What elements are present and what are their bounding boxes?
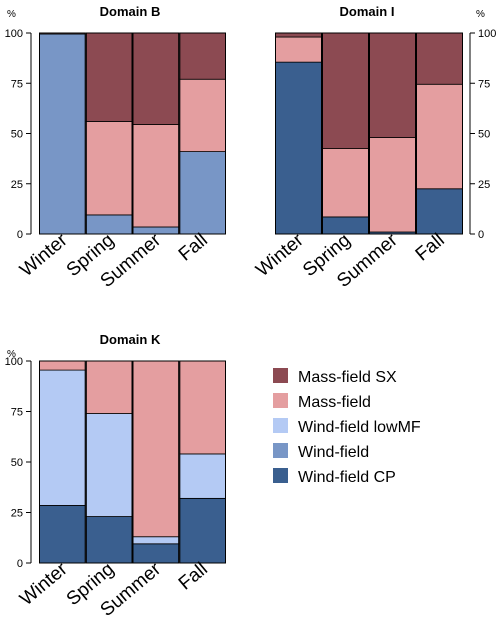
y-tick-label: 25: [478, 179, 490, 191]
unit-label: %: [476, 9, 485, 20]
bar-segment-domain-b-winter-wind-field: [39, 33, 86, 235]
bar-segment-domain-b-fall-mass-field: [179, 78, 226, 152]
bar-segment-domain-i-winter-mass-field-sx: [275, 32, 322, 38]
bar-segment-domain-k-summer-wind-field-lowmf: [132, 536, 180, 545]
y-tick-label: 50: [11, 457, 23, 469]
y-tick-label: 50: [478, 129, 490, 141]
y-tick-label: 75: [11, 78, 23, 90]
bar-segment-domain-b-fall-wind-field: [179, 151, 226, 235]
x-tick-label: Fall: [412, 230, 449, 266]
bar-outline-domain-b-summer: [132, 32, 180, 235]
bar-segment-domain-k-fall-wind-field-lowmf: [179, 453, 226, 499]
bar-segment-domain-k-spring-mass-field: [85, 360, 133, 414]
y-tick-label: 25: [11, 508, 23, 520]
y-tick-label: 100: [478, 28, 496, 40]
bar-outline-domain-i-winter: [275, 32, 322, 235]
legend-label-wind-field: Wind-field: [298, 444, 369, 461]
legend-swatch-mass-field-sx: [273, 368, 288, 383]
legend-swatch-wind-field-cp: [273, 468, 288, 483]
bar-segment-domain-b-spring-mass-field: [85, 121, 133, 216]
legend-label-wind-field-lowmf: Wind-field lowMF: [298, 419, 421, 436]
bar-segment-domain-i-spring-mass-field-sx: [322, 32, 369, 149]
bar-segment-domain-b-spring-wind-field: [85, 214, 133, 235]
y-tick-label: 50: [11, 129, 23, 141]
bar-segment-domain-i-spring-wind-field-cp: [322, 216, 369, 235]
y-tick-label: 100: [5, 28, 23, 40]
bar-segment-domain-b-summer-mass-field-sx: [132, 32, 180, 125]
legend: Mass-field SX Mass-field Wind-field lowMF W…: [273, 368, 421, 486]
bar-outline-domain-k-fall: [179, 360, 226, 564]
y-tick-label: 75: [11, 407, 23, 419]
bar-segment-domain-k-spring-wind-field-lowmf: [85, 413, 133, 517]
x-tick-label: Fall: [175, 230, 212, 266]
legend-swatch-mass-field: [273, 393, 288, 408]
unit-label: %: [7, 9, 16, 20]
bar-segment-domain-k-summer-mass-field: [132, 360, 180, 538]
y-tick-label: 0: [17, 229, 23, 241]
legend-label-mass-field: Mass-field: [298, 394, 371, 411]
bar-segment-domain-k-winter-mass-field: [39, 360, 86, 371]
unit-label: %: [7, 349, 16, 360]
legend-swatch-wind-field-lowmf: [273, 418, 288, 433]
bar-segment-domain-b-fall-mass-field-sx: [179, 32, 226, 80]
bar-segment-domain-b-summer-wind-field: [132, 226, 180, 235]
legend-label-mass-field-sx: Mass-field SX: [298, 369, 397, 386]
x-tick-label: Winter: [16, 229, 72, 281]
bar-segment-domain-i-fall-wind-field-cp: [416, 188, 463, 235]
bar-outline-domain-i-spring: [322, 32, 369, 235]
bar-segment-domain-k-winter-wind-field-lowmf: [39, 369, 86, 506]
x-tick-label: Winter: [16, 558, 72, 610]
chart-title: Domain K: [100, 332, 161, 347]
bar-segment-domain-k-winter-wind-field-cp: [39, 505, 86, 564]
bar-segment-domain-i-winter-mass-field: [275, 36, 322, 63]
bar-segment-domain-i-summer-mass-field: [369, 137, 416, 233]
bar-outline-domain-i-summer: [369, 32, 416, 235]
bar-outline-domain-k-spring: [85, 360, 133, 564]
bar-segment-domain-i-fall-mass-field-sx: [416, 32, 463, 85]
bar-outline-domain-b-fall: [179, 32, 226, 235]
x-tick-label: Fall: [175, 559, 212, 595]
y-tick-label: 75: [478, 78, 490, 90]
bar-segment-domain-k-fall-mass-field: [179, 360, 226, 455]
legend-label-wind-field-cp: Wind-field CP: [298, 469, 396, 486]
bar-outline-domain-i-fall: [416, 32, 463, 235]
bar-segment-domain-i-summer-mass-field-sx: [369, 32, 416, 138]
y-tick-label: 100: [5, 356, 23, 368]
bar-segment-domain-b-summer-mass-field: [132, 124, 180, 228]
y-tick-label: 25: [11, 179, 23, 191]
bar-outline-domain-k-winter: [39, 360, 86, 564]
bar-outline-domain-b-spring: [85, 32, 133, 235]
y-tick-label: 0: [478, 229, 484, 241]
chart-title: Domain B: [100, 4, 161, 19]
chart-title: Domain I: [340, 4, 395, 19]
bar-segment-domain-k-summer-wind-field-cp: [132, 543, 180, 564]
bar-segment-domain-i-winter-wind-field-cp: [275, 61, 322, 235]
bar-outline-domain-b-winter: [39, 32, 86, 235]
bar-segment-domain-k-spring-wind-field-cp: [85, 516, 133, 564]
bar-outline-domain-k-summer: [132, 360, 180, 564]
bar-segment-domain-b-spring-mass-field-sx: [85, 32, 133, 122]
legend-swatch-wind-field: [273, 443, 288, 458]
y-tick-label: 0: [17, 558, 23, 570]
x-tick-label: Winter: [252, 229, 308, 281]
bar-segment-domain-i-spring-mass-field: [322, 148, 369, 218]
bar-segment-domain-i-fall-mass-field: [416, 83, 463, 190]
bar-segment-domain-k-fall-wind-field-cp: [179, 497, 226, 564]
